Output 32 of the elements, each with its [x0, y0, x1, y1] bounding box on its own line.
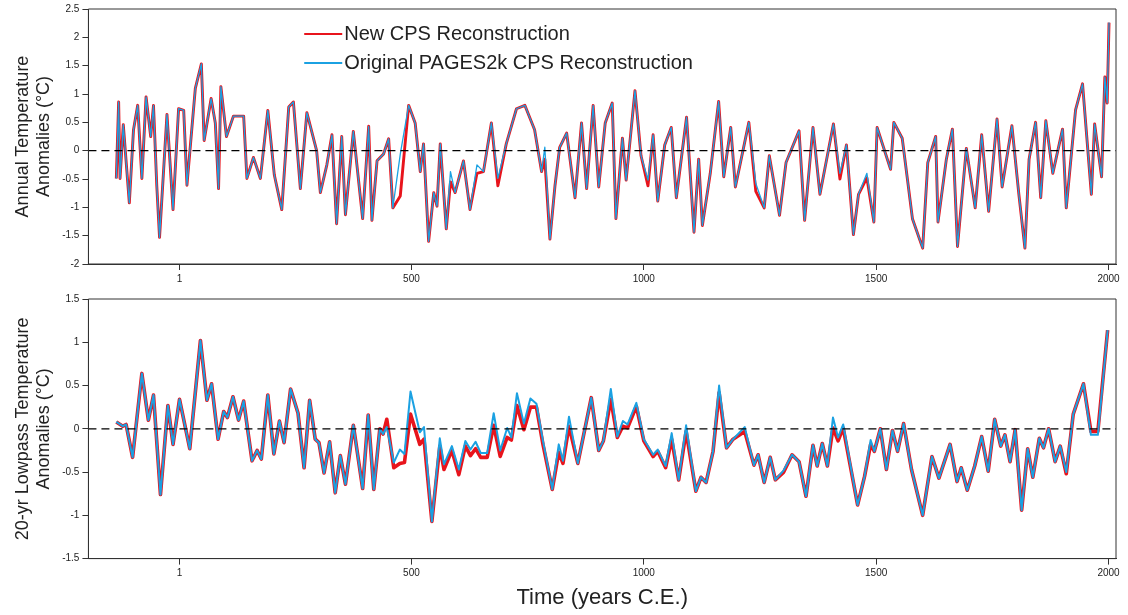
x-tick-label: 2000	[1097, 272, 1121, 284]
x-tick-label: 1000	[632, 567, 656, 579]
y-tick-label: -2	[70, 257, 80, 269]
x-tick-label: 500	[403, 272, 421, 284]
legend-label: New CPS Reconstruction	[344, 21, 570, 44]
y-tick-label: 2	[73, 31, 80, 43]
x-tick-label: 1000	[632, 272, 656, 284]
y-tick-label: 1.5	[65, 59, 80, 71]
y-tick-label: 0	[73, 422, 80, 434]
y-tick-label: 0.5	[65, 379, 80, 391]
x-axis-title: Time (years C.E.)	[516, 583, 688, 609]
y-tick-label: 1	[73, 87, 80, 99]
y-axis-title: 20-yr Lowpass Temperature Anomalies (°C)	[11, 317, 54, 541]
y-tick-label: 0	[73, 144, 80, 156]
y-tick-label: -1.5	[62, 552, 80, 564]
y-tick-label: 2.5	[65, 2, 80, 14]
x-tick-label: 1	[176, 567, 183, 579]
y-tick-label: -0.5	[62, 465, 80, 477]
y-tick-label: 0.5	[65, 116, 80, 128]
x-tick-label: 2000	[1097, 567, 1121, 579]
y-tick-label: 1	[73, 336, 80, 348]
x-tick-label: 1500	[865, 567, 888, 579]
y-tick-label: -0.5	[62, 172, 80, 184]
y-tick-label: 1.5	[65, 292, 80, 304]
y-tick-label: -1	[70, 509, 80, 521]
y-tick-label: -1.5	[62, 229, 80, 241]
y-axis-title: Annual Temperature Anomalies (°C)	[11, 55, 54, 218]
x-tick-label: 1500	[865, 272, 888, 284]
y-tick-label: -1	[70, 201, 80, 213]
x-tick-label: 500	[403, 567, 421, 579]
legend-label: Original PAGES2k CPS Reconstruction	[344, 50, 693, 73]
x-tick-label: 1	[176, 272, 183, 284]
